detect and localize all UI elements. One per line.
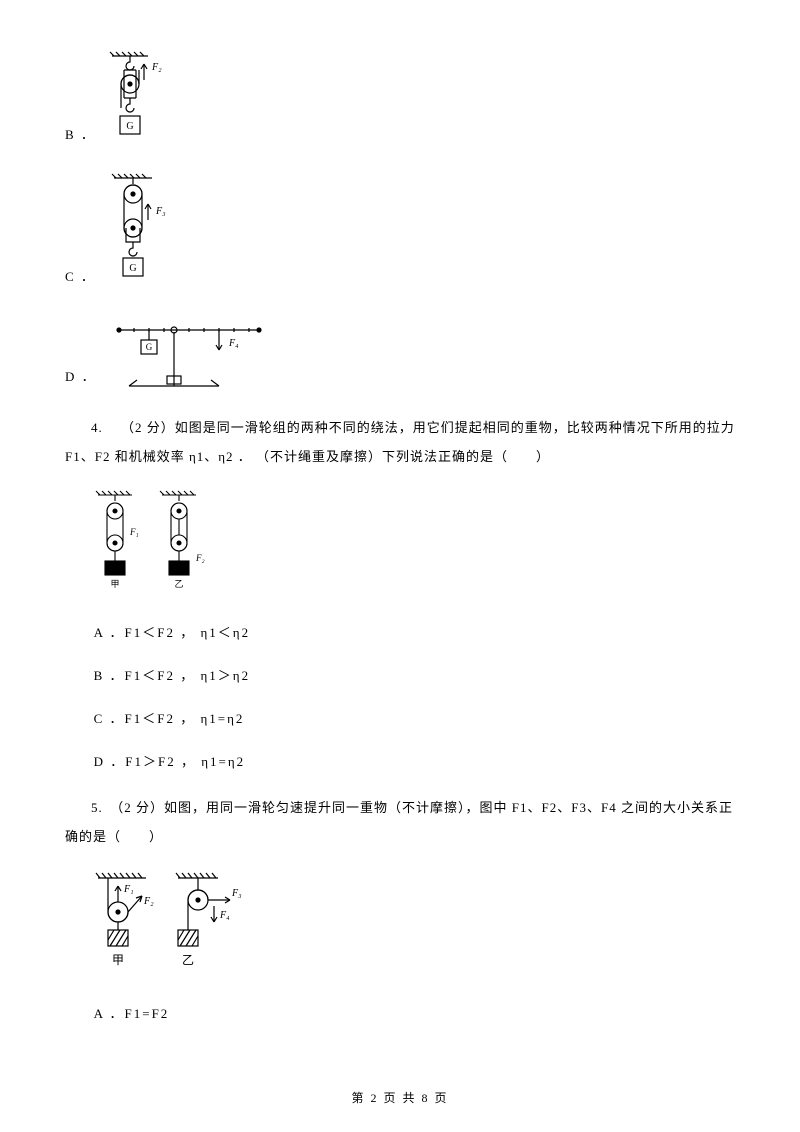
svg-text:F₂: F₂ — [151, 62, 162, 73]
option-d-label: D ． — [65, 367, 97, 392]
option-c-figure: F₃ G — [108, 172, 168, 292]
svg-text:F₄: F₄ — [219, 910, 230, 921]
q5-figure: F₁ F₂ 甲 — [94, 870, 735, 980]
option-b-label: B ． — [65, 125, 96, 150]
q5-number: 5. — [91, 800, 103, 815]
svg-text:F₂: F₂ — [143, 896, 154, 907]
q4-text: 4. （2 分）如图是同一滑轮组的两种不同的绕法，用它们提起相同的重物，比较两种… — [65, 414, 735, 471]
svg-text:G: G — [129, 263, 136, 274]
q4-choice-d: D ．F1＞F2 ， η1=η2 — [94, 752, 735, 773]
svg-text:F₃: F₃ — [231, 888, 242, 899]
svg-text:F₁: F₁ — [129, 527, 139, 537]
option-b-figure: G F₂ — [108, 50, 164, 150]
option-b-row: B ． — [65, 50, 735, 150]
svg-text:甲: 甲 — [112, 953, 124, 967]
q4-choice-c: C ．F1＜F2 ， η1=η2 — [94, 709, 735, 730]
q4-figure: F₁ 甲 F₂ 乙 — [94, 489, 735, 599]
option-c-label: C ． — [65, 267, 96, 292]
svg-text:F₂: F₂ — [195, 553, 205, 563]
option-d-row: D ． — [65, 314, 735, 392]
q4-choice-b: B ．F1＜F2 ， η1＞η2 — [94, 666, 735, 687]
q4-choice-a: A ．F1＜F2 ， η1＜η2 — [94, 623, 735, 644]
q5-text: 5. （2 分）如图，用同一滑轮匀速提升同一重物（不计摩擦），图中 F1、F2、… — [65, 794, 735, 851]
svg-text:乙: 乙 — [182, 953, 194, 967]
q5-points: （2 分） — [117, 800, 164, 815]
option-c-row: C ． — [65, 172, 735, 292]
q4-number: 4. — [91, 420, 103, 435]
svg-text:F₁: F₁ — [123, 884, 134, 895]
option-d-figure: G F₄ — [109, 314, 269, 392]
svg-text:乙: 乙 — [174, 579, 183, 589]
q5-choice-a: A ．F1=F2 — [94, 1004, 735, 1025]
svg-text:G: G — [145, 342, 152, 352]
page-footer: 第 2 页 共 8 页 — [0, 1089, 800, 1108]
svg-text:甲: 甲 — [110, 579, 119, 589]
q5-body: 如图，用同一滑轮匀速提升同一重物（不计摩擦），图中 F1、F2、F3、F4 之间… — [65, 800, 733, 844]
q4-points: （2 分） — [121, 420, 175, 435]
svg-text:F₃: F₃ — [155, 206, 166, 217]
svg-text:F₄: F₄ — [228, 338, 239, 349]
svg-text:G: G — [126, 121, 133, 132]
